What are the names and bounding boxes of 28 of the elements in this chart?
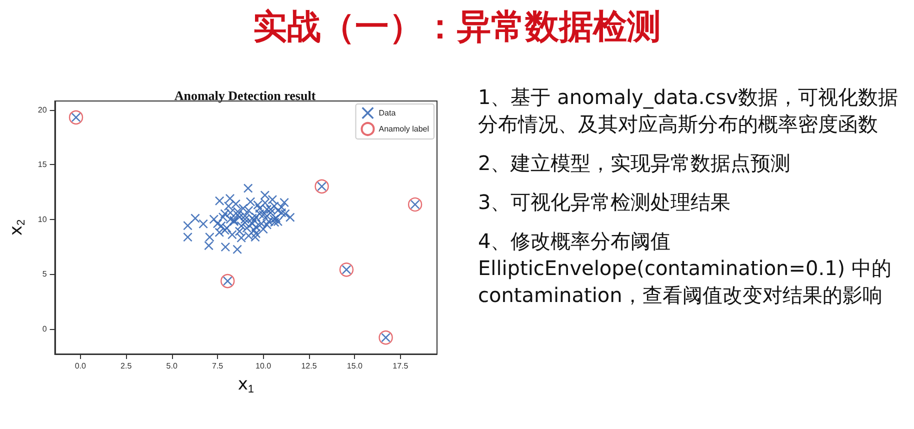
y-tick-label: 5 [42, 270, 48, 279]
x-tick-label: 12.5 [301, 362, 318, 370]
text: 实战（一）：异常数据检测 [252, 6, 662, 49]
text: 2、建立模型，实现异常数据点预测 [478, 150, 792, 177]
x-tick-label: 2.5 [120, 362, 132, 370]
x-tick-label: 10.0 [255, 362, 272, 370]
x-tick-label: 0.0 [74, 362, 87, 370]
text: 3、可视化异常检测处理结果 [478, 189, 732, 216]
point [314, 179, 329, 194]
point [408, 197, 422, 212]
y-tick-label: 20 [38, 105, 48, 114]
point [68, 110, 84, 125]
text: 4、修改概率分布阈值 EllipticEnvelope(contamination=0.1) 中的contamination，查看阈值改变对结果的影响 [478, 228, 892, 309]
y-tick-label: 0 [42, 324, 48, 334]
point [378, 330, 393, 345]
x-tick-label: 5.0 [166, 362, 178, 370]
point [220, 274, 235, 288]
y-axis-title: x2 [6, 219, 28, 236]
chart-title: Anomaly Detection result [174, 88, 316, 103]
point [339, 262, 354, 277]
x-tick-label: 17.5 [392, 362, 409, 370]
legend-label: Anamoly label [378, 124, 430, 134]
legend-label: Data [378, 108, 396, 118]
y-tick-label: 15 [38, 160, 48, 170]
y-tick-label: 10 [38, 214, 48, 224]
text: 1、基于 anomaly_data.csv数据，可视化数据分布情况、及其对应高斯分布的概率密度函数 [478, 84, 900, 138]
x-tick-label: 7.5 [212, 362, 224, 370]
x-tick-label: 15.0 [346, 362, 364, 370]
